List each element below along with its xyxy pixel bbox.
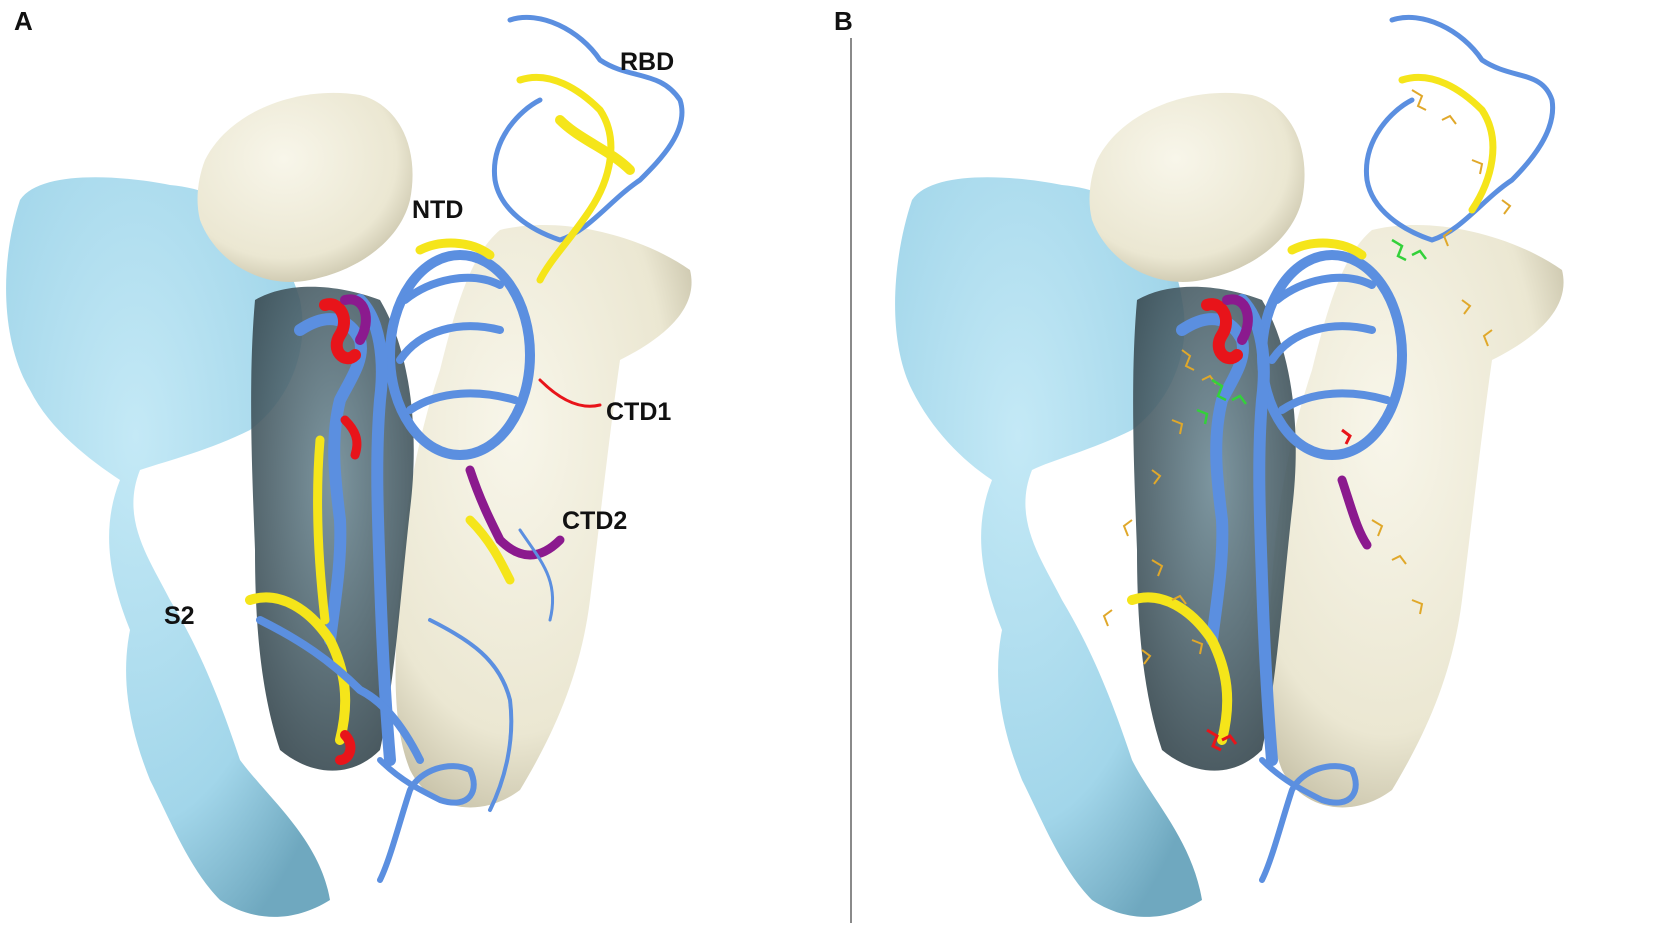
label-s2: S2	[164, 602, 195, 630]
cream-surface-top-a	[197, 92, 413, 282]
label-ctd2: CTD2	[562, 507, 628, 535]
panel-letter-b: B	[834, 6, 853, 36]
blue-surface-a	[6, 177, 331, 917]
spike-structure-a	[6, 14, 692, 917]
label-rbd: RBD	[620, 48, 675, 76]
dark-core-a	[251, 286, 414, 771]
cream-surface-right-a	[395, 224, 692, 808]
panel-a: A	[6, 6, 692, 917]
cream-surface-right-b	[1267, 224, 1564, 808]
ribbon-chain-a	[245, 14, 685, 883]
panel-b: B	[834, 0, 1673, 943]
ribbon-chain-b	[1127, 14, 1556, 883]
dark-core-b	[1133, 286, 1296, 771]
cream-surface-top-b	[1089, 92, 1305, 282]
panel-divider	[850, 38, 852, 923]
stick-sidechains-red-b	[1206, 428, 1352, 752]
label-ntd: NTD	[412, 196, 464, 224]
panel-letter-a: A	[14, 6, 33, 36]
label-ctd1: CTD1	[606, 398, 672, 426]
stick-sidechains-green-b	[1196, 238, 1427, 425]
stick-sidechains-orange-b	[1102, 89, 1512, 665]
blue-surface-b	[895, 177, 1202, 917]
spike-structure-b	[895, 14, 1564, 917]
